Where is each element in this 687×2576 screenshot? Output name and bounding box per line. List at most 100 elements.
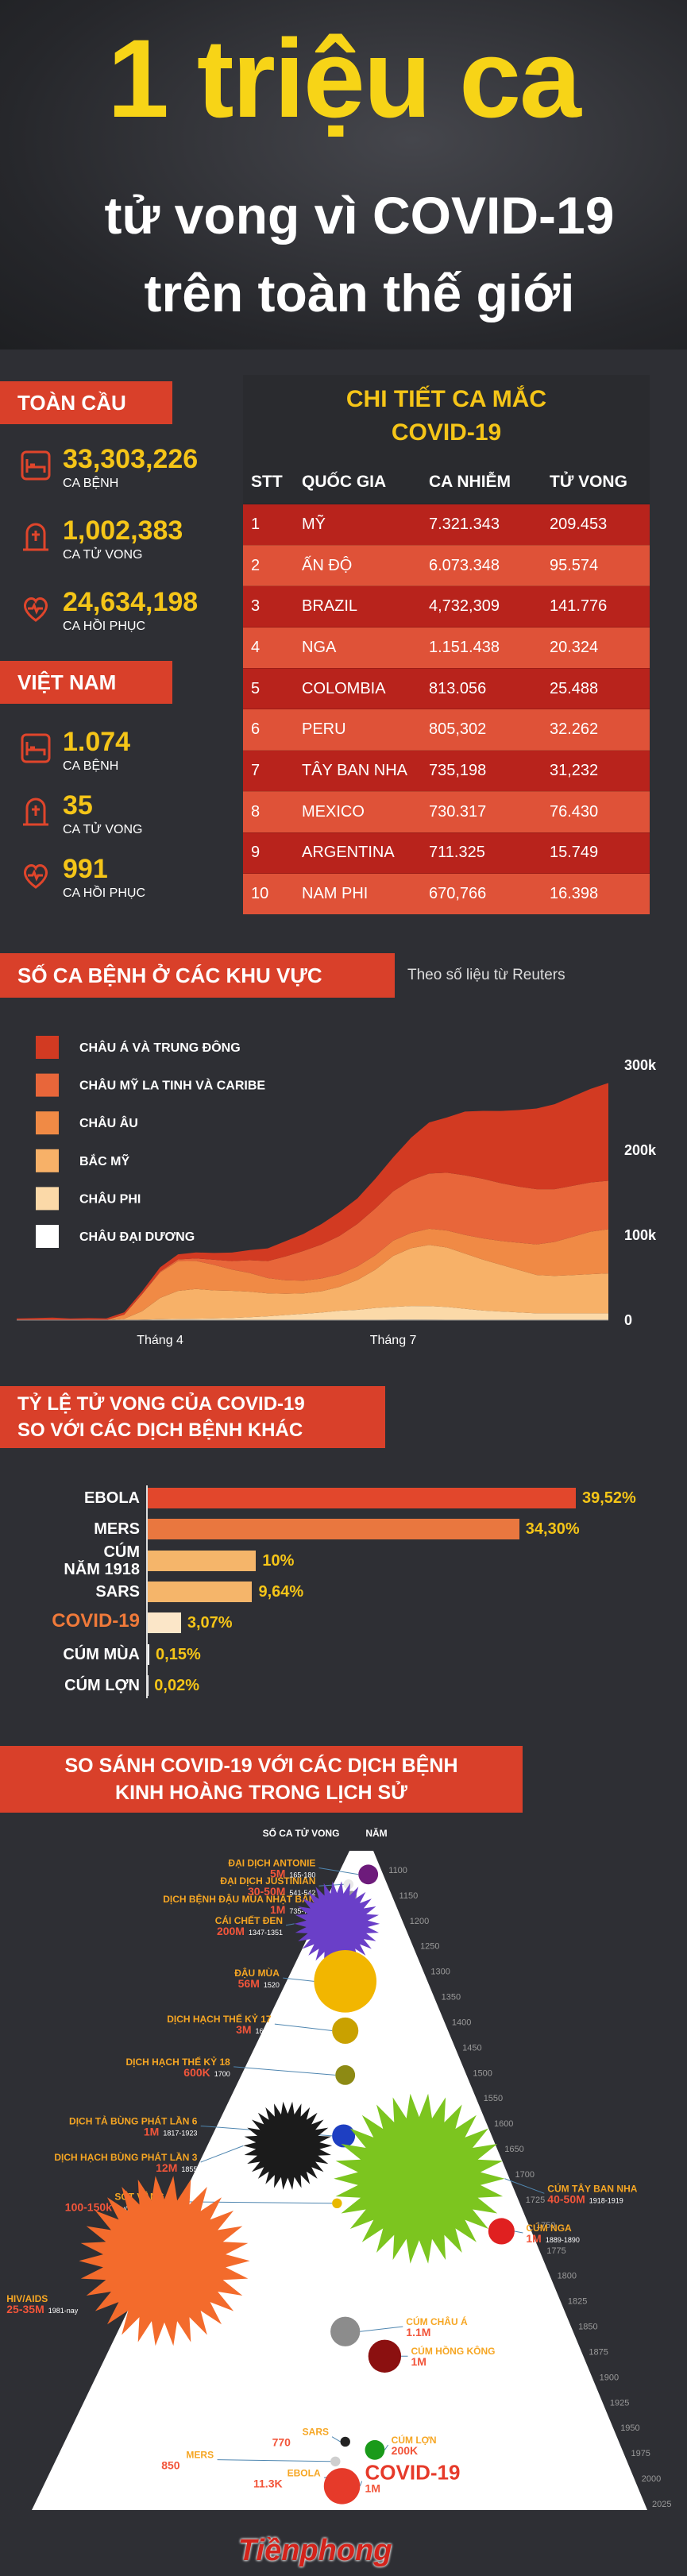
table-cell: 25.488: [542, 667, 650, 709]
year-label: 1200: [410, 1917, 429, 1926]
stat-label: CA HỒI PHỤC: [63, 620, 146, 633]
year-label: 1500: [473, 2068, 492, 2078]
leader-line: [359, 2481, 363, 2487]
leader-line: [283, 1977, 315, 1982]
epidemic-name: ĐẬU MÙA: [234, 1967, 280, 1979]
stat-icon: [24, 597, 48, 622]
leader-line: [360, 2326, 403, 2332]
epidemic-detail: 1M 1889-1890: [526, 2232, 580, 2245]
stat-icon: [23, 798, 48, 826]
leader-line: [514, 2230, 523, 2234]
table-cell: BRAZIL: [294, 585, 421, 628]
table-cell: 735,198: [421, 750, 542, 792]
table-cell: 805,302: [421, 709, 542, 751]
value-label: 0,15%: [156, 1645, 201, 1663]
legend-swatch: [36, 1149, 59, 1172]
epidemic-name: DỊCH BỆNH ĐẬU MÙA NHẬT BẢN: [163, 1893, 315, 1905]
leader-line: [234, 2066, 336, 2076]
epidemic-detail: 200K 2009-2010: [392, 2444, 457, 2457]
stat-value: 35: [63, 790, 93, 821]
icon-frame: [21, 450, 51, 481]
death-count: 56M: [238, 1977, 260, 1990]
epidemic-name: ĐẠI DỊCH ANTONIE: [228, 1857, 315, 1868]
epidemic-years: 1957-1958: [434, 2330, 469, 2338]
stat-icon: [21, 450, 51, 481]
icon-grave: [25, 523, 46, 551]
legend-label: CHÂU ÂU: [79, 1115, 138, 1130]
icon-bed: [25, 459, 46, 473]
death-count: 1M: [411, 2355, 426, 2368]
bar: [148, 1643, 150, 1665]
stat-value: 1,002,383: [63, 516, 183, 546]
death-count: 5M: [270, 1867, 285, 1879]
cone: [32, 1851, 647, 2510]
epidemic-name: HIV/AIDS: [6, 2293, 48, 2304]
table-cell: PERU: [294, 709, 421, 751]
table-cell: 670,766: [421, 873, 542, 914]
area: [17, 1245, 608, 1320]
section-title: SO SÁNH COVID-19 VỚI CÁC DỊCH BỆNH KINH …: [0, 1746, 523, 1813]
death-count: 850: [161, 2459, 180, 2472]
table-cell: 1.151.438: [421, 627, 542, 669]
epidemic-years: 1918-1919: [589, 2196, 623, 2204]
year-label: 1800: [558, 2272, 577, 2281]
epidemic-name: ĐẠI DỊCH JUSTINIAN: [220, 1875, 315, 1887]
table-cell: 15.749: [542, 832, 650, 874]
table-cell: 32.262: [542, 709, 650, 751]
bar-label: COVID-19: [52, 1610, 140, 1632]
bar-label: CÚM NĂM 1918: [64, 1543, 140, 1578]
icon-bed: [25, 742, 46, 755]
year-label: 2025: [652, 2500, 671, 2509]
death-count: 30-50M: [248, 1885, 285, 1898]
axis-line: [146, 1485, 148, 1698]
bar: [148, 1488, 576, 1508]
legend-label: BẮC MỸ: [79, 1153, 129, 1168]
leader-line: [384, 2444, 389, 2450]
epidemic-detail: 1M 1968-1970: [411, 2355, 465, 2368]
death-count: 3M: [236, 2023, 251, 2036]
year-label: 1150: [399, 1891, 419, 1901]
column-header: CA NHIỄM: [429, 473, 511, 491]
table-row: 3 BRAZIL 4,732,309 141.776: [243, 585, 650, 628]
table-cell: 10: [243, 873, 294, 914]
epidemic-name: CÚM LỢN: [392, 2434, 437, 2446]
epidemic-bubble: [488, 2218, 515, 2245]
stat-value: 1.074: [63, 727, 131, 757]
stat-icon: [23, 523, 48, 551]
epidemic-years: 2014-2016: [287, 2481, 321, 2489]
epidemic-bubble: [334, 2093, 505, 2264]
death-count: 1M: [144, 2125, 159, 2138]
epidemic-years: 2002-2003: [295, 2440, 329, 2448]
epidemic-bubble: [243, 2101, 333, 2190]
table-cell: MEXICO: [294, 790, 421, 832]
legend-swatch: [36, 1225, 59, 1248]
legend-swatch: [36, 1111, 59, 1135]
column-header: QUỐC GIA: [302, 473, 387, 491]
stat-value: 24,634,198: [63, 587, 199, 617]
epidemic-detail: 30-50M 541-542: [248, 1885, 316, 1898]
table-cell: 1: [243, 504, 294, 546]
year-label: 1975: [631, 2449, 650, 2458]
epidemic-name: CÁI CHẾT ĐEN: [215, 1914, 283, 1926]
epidemic-detail: 600K 1700: [183, 2066, 230, 2079]
epidemic-detail: 56M 1520: [238, 1977, 280, 1990]
year-label: 1400: [452, 2018, 471, 2027]
bar-label: MERS: [94, 1520, 140, 1539]
epidemic-detail: 25-35M 1981-nay: [6, 2303, 78, 2315]
stat-icon: [21, 733, 51, 763]
stat-label: CA TỬ VONG: [63, 548, 143, 562]
epidemic-name: EBOLA: [288, 2467, 321, 2478]
death-count: 200K: [392, 2444, 418, 2457]
bar-label: CÚM MÙA: [63, 1645, 140, 1663]
epidemic-years: 541-542: [289, 1889, 315, 1897]
title-line: 1 triệu ca: [107, 16, 581, 141]
epidemic-detail: 1M 2019-28/9/2020 (chưa dừng lại): [365, 2482, 486, 2495]
year-label: 1950: [620, 2423, 639, 2433]
epidemic-years: 1855: [181, 2165, 197, 2173]
epidemic-years: 1520: [264, 1981, 280, 1989]
area: [17, 1228, 608, 1320]
table-row: 9 ARGENTINA 711.325 15.749: [243, 832, 650, 874]
leader-line: [504, 2178, 545, 2194]
death-count: 12M: [156, 2161, 177, 2174]
